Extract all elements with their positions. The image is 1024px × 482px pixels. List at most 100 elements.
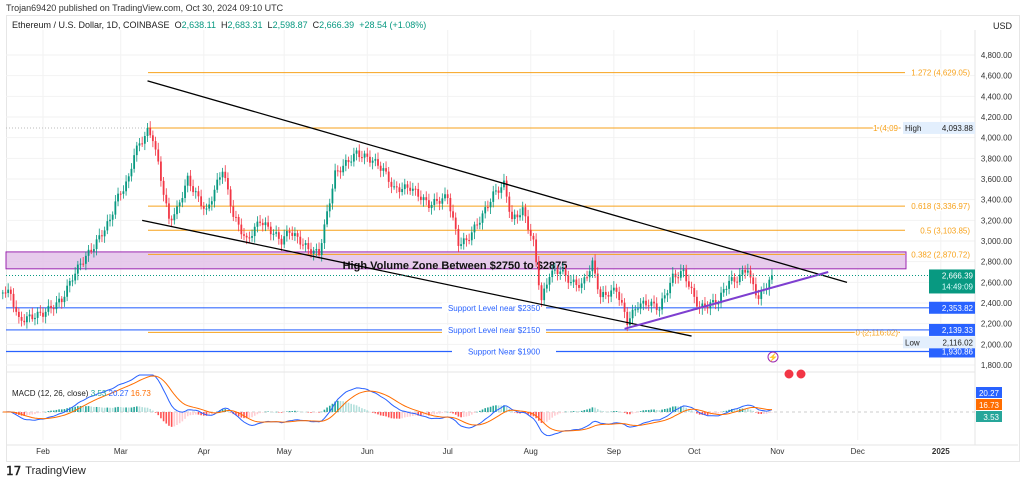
candle-body — [629, 318, 631, 325]
candle-body — [385, 168, 387, 172]
candle-body — [347, 159, 350, 163]
macd-hist-bar — [618, 411, 620, 413]
candle-body — [470, 232, 473, 241]
candle-body — [559, 271, 562, 274]
candle-body — [39, 311, 42, 313]
macd-hist-bar — [216, 411, 218, 413]
candle-body — [310, 249, 312, 254]
candle-body — [682, 269, 685, 272]
macd-hist-bar — [261, 412, 264, 413]
macd-hist-bar — [599, 410, 602, 412]
channel-lower-line — [142, 219, 692, 337]
macd-hist-bar — [200, 412, 202, 416]
candle-body — [189, 175, 192, 187]
price-tick: 2,200.00 — [981, 320, 1013, 329]
candle-body — [141, 143, 144, 145]
candle-body — [738, 274, 741, 283]
macd-hist-bar — [31, 412, 34, 415]
candle-body — [580, 283, 583, 288]
macd-hist-bar — [259, 412, 261, 414]
macd-hist-bar — [768, 412, 771, 413]
candle-body — [441, 198, 444, 204]
candle-body — [181, 198, 184, 203]
macd-hist-bar — [479, 410, 481, 412]
price-tick: 2,400.00 — [981, 299, 1013, 308]
high-tag — [903, 121, 975, 134]
candle-body — [9, 289, 12, 294]
macd-hist-bar — [36, 412, 39, 414]
macd-hist-bar — [548, 412, 551, 420]
price-tick: 3,400.00 — [981, 196, 1013, 205]
close-label: C — [312, 20, 320, 30]
macd-hist-bar — [420, 412, 422, 416]
macd-hist-bar — [556, 412, 559, 415]
macd-hist-bar — [626, 412, 629, 415]
candle-body — [433, 198, 436, 205]
candle-body — [725, 288, 728, 290]
candle-body — [328, 203, 331, 212]
macd-hist-bar — [722, 411, 725, 412]
candle-body — [706, 306, 709, 309]
candle-body — [532, 235, 535, 240]
macd-hist-bar — [610, 411, 612, 413]
candle-body — [237, 216, 240, 225]
candle-body — [645, 300, 647, 306]
support-label-bg — [442, 302, 546, 313]
candle-body — [12, 293, 15, 307]
candle-body — [535, 239, 538, 263]
candle-body — [393, 186, 395, 188]
currency-label[interactable]: USD — [992, 21, 1012, 31]
macd-hist-bar — [165, 412, 168, 424]
price-tick: 4,000.00 — [981, 134, 1013, 143]
time-tick: Jul — [443, 447, 453, 456]
macd-hist-bar — [194, 412, 197, 415]
candle-body — [454, 217, 457, 229]
macd-hist-bar — [551, 412, 553, 418]
earnings-icon — [783, 368, 795, 380]
macd-histogram — [1, 400, 773, 427]
candle-body — [363, 153, 366, 158]
macd-hist-bar — [401, 412, 403, 419]
macd-hist-bar — [371, 412, 374, 413]
macd-hist-bar — [345, 401, 347, 412]
macd-hist-bar — [395, 412, 398, 419]
candle-body — [111, 214, 114, 220]
macd-hist-bar — [696, 412, 698, 414]
candle-body — [178, 202, 181, 207]
candle-body — [537, 262, 540, 286]
macd-hist-bar — [90, 406, 93, 412]
price-tick: 2,600.00 — [981, 278, 1013, 287]
candle-body — [444, 194, 446, 199]
support-label: Support Level near $2150 — [448, 326, 541, 335]
macd-hist-bar — [141, 407, 143, 412]
macd-hist-bar — [114, 407, 117, 412]
macd-hist-bar — [387, 412, 390, 418]
tradingview-logo[interactable]: 𝟣𝟩 TradingView — [6, 464, 86, 478]
candle-body — [631, 309, 634, 319]
candle-body — [618, 291, 621, 301]
chart-frame — [6, 15, 1020, 462]
macd-hist-bar — [487, 407, 489, 412]
candle-body — [639, 303, 642, 309]
macd-hist-bar — [570, 411, 572, 413]
candle-body — [229, 189, 232, 207]
candle-body — [369, 156, 371, 163]
last-price-tag — [929, 269, 975, 294]
time-tick: Sep — [607, 447, 622, 456]
candle-body — [342, 165, 345, 173]
macd-hist-bar — [353, 404, 355, 412]
macd-hist-bar — [162, 412, 165, 422]
low-label: L — [267, 20, 273, 30]
macd-hist-bar — [125, 407, 127, 412]
macd-hist-bar — [706, 412, 709, 416]
publisher-line: Trojan69420 published on TradingView.com… — [6, 3, 284, 13]
candle-body — [176, 206, 178, 215]
symbol-legend: Ethereum / U.S. Dollar, 1D, COINBASE O2,… — [12, 20, 426, 30]
candle-body — [269, 226, 272, 235]
macd-hist-bar — [44, 411, 47, 413]
candle-body — [620, 300, 623, 303]
macd-hist-bar — [320, 411, 323, 413]
low-value: 2,598.87 — [272, 20, 308, 30]
candle-body — [366, 153, 369, 157]
